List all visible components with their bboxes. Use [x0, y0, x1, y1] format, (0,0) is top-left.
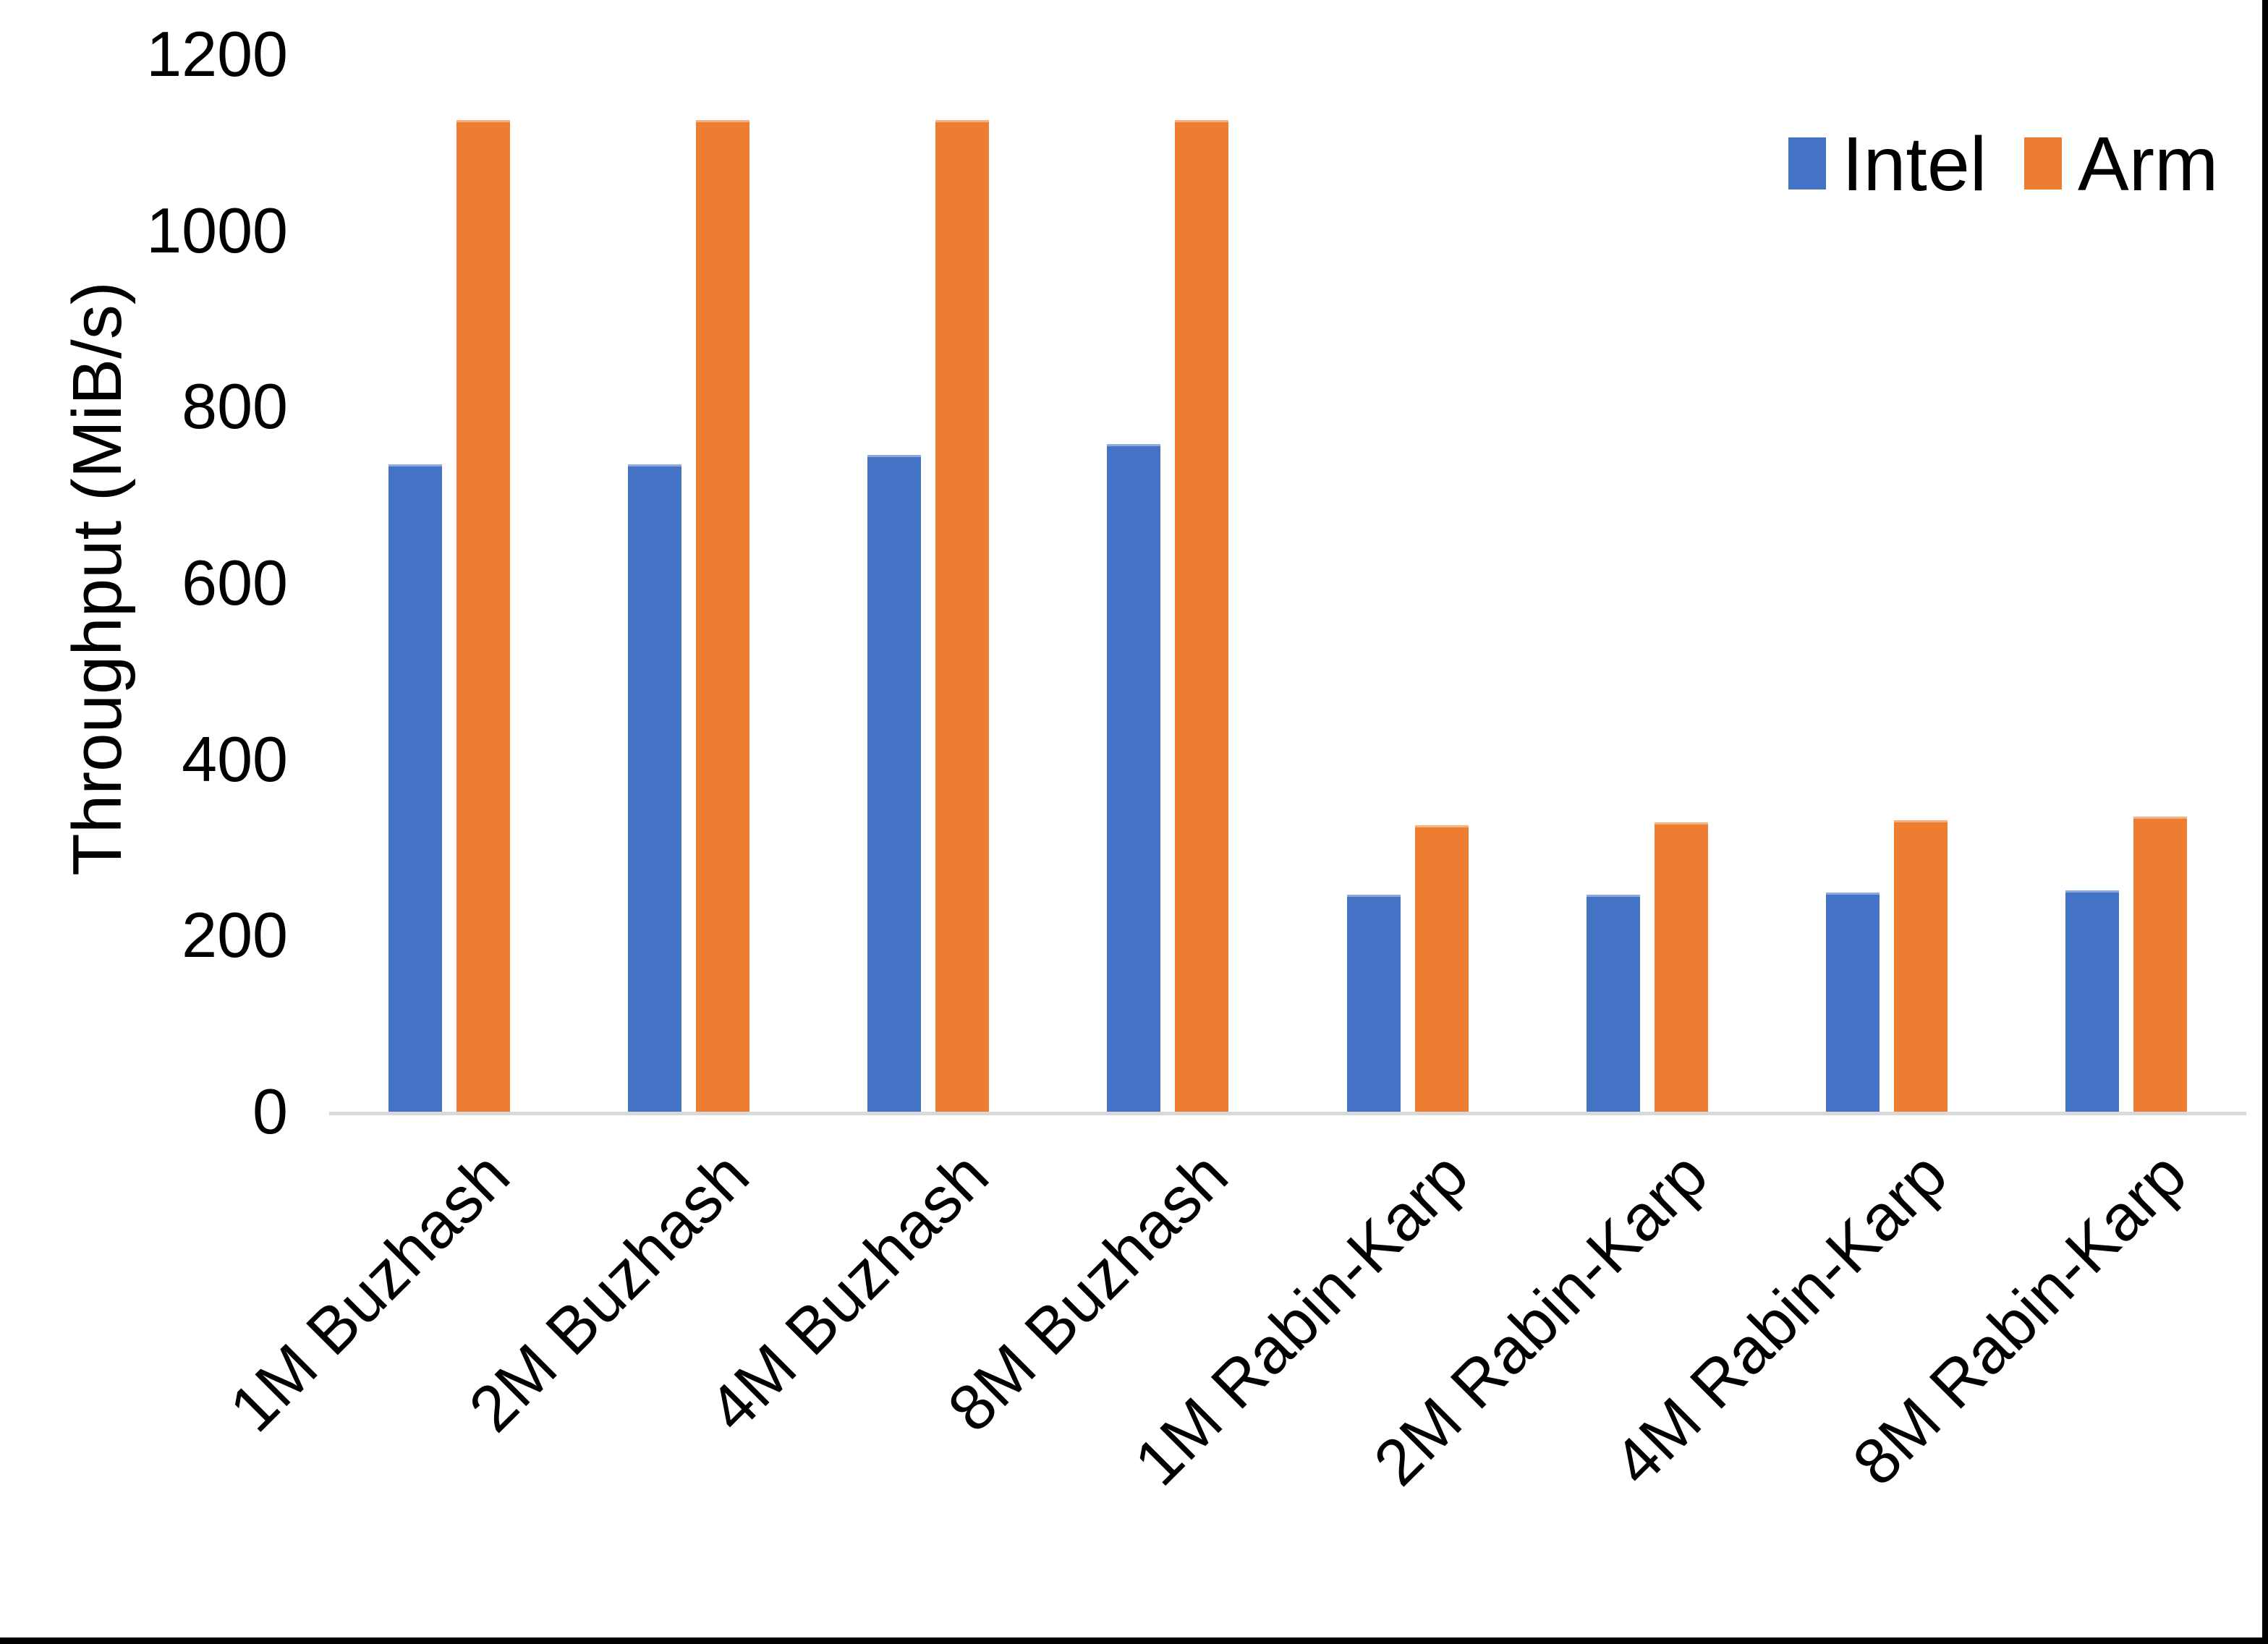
y-tick-label: 400	[182, 723, 288, 795]
bar-arm-8m-buzhash	[1175, 120, 1228, 1112]
bar-intel-8m-buzhash	[1107, 444, 1160, 1112]
bar-arm-2m-rabin-karp	[1655, 822, 1708, 1112]
bar-arm-1m-rabin-karp	[1415, 825, 1469, 1112]
bar-intel-8m-rabin-karp	[2065, 890, 2119, 1112]
bar-arm-4m-buzhash	[935, 120, 989, 1112]
legend-swatch-intel	[1788, 137, 1826, 189]
bar-arm-1m-buzhash	[456, 120, 510, 1112]
legend-swatch-arm	[2024, 137, 2062, 189]
frame-border-bottom	[0, 1637, 2268, 1644]
bar-intel-2m-rabin-karp	[1587, 895, 1640, 1112]
bar-arm-4m-rabin-karp	[1894, 820, 1948, 1112]
y-tick-label: 800	[182, 370, 288, 443]
frame-border-right	[2262, 0, 2268, 1644]
bar-intel-4m-buzhash	[867, 455, 921, 1112]
x-axis-line	[329, 1112, 2246, 1115]
y-tick-label: 0	[252, 1076, 288, 1147]
bar-intel-4m-rabin-karp	[1826, 893, 1880, 1112]
bar-arm-2m-buzhash	[696, 120, 749, 1112]
bar-intel-1m-buzhash	[388, 464, 442, 1112]
y-tick-label: 1000	[146, 194, 288, 266]
bar-arm-8m-rabin-karp	[2133, 817, 2187, 1112]
legend-label-arm: Arm	[2078, 122, 2219, 207]
bar-intel-1m-rabin-karp	[1347, 895, 1401, 1112]
y-tick-label: 200	[182, 899, 288, 971]
legend-label-intel: Intel	[1842, 122, 1987, 207]
bar-intel-2m-buzhash	[628, 464, 681, 1112]
y-tick-label: 600	[182, 547, 288, 618]
y-tick-label: 1200	[146, 18, 288, 90]
